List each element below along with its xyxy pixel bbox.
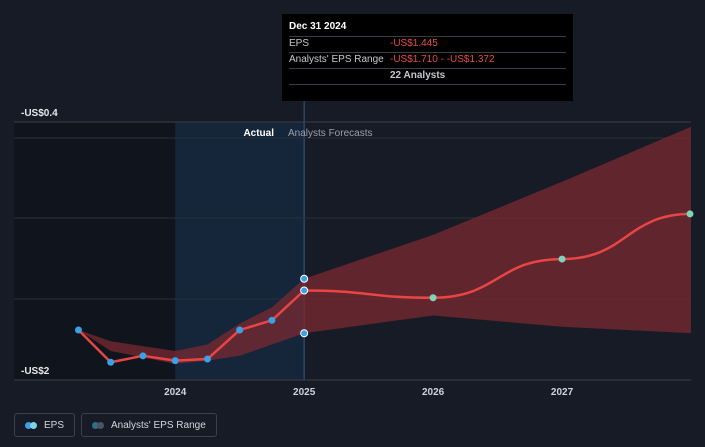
y-label-top: -US$0.4 (21, 108, 58, 119)
x-tick-label: 2027 (551, 387, 574, 398)
tooltip: Dec 31 2024 EPS -US$1.445 Analysts' EPS … (282, 14, 573, 101)
legend-eps-label: EPS (44, 419, 65, 431)
forecast-label: Analysts Forecasts (288, 128, 372, 139)
actual-label: Actual (243, 128, 274, 139)
eps-point (107, 358, 115, 366)
tooltip-analysts-row: 22 Analysts (289, 68, 566, 85)
legend-range-label: Analysts' EPS Range (111, 419, 206, 431)
eps-point (139, 352, 147, 360)
x-tick-label: 2024 (164, 387, 187, 398)
x-tick-label: 2025 (293, 387, 316, 398)
range-legend-icon (92, 421, 105, 429)
range-end-point (300, 329, 309, 338)
tooltip-analysts: 22 Analysts (390, 70, 446, 81)
legend-eps-button[interactable]: EPS (14, 413, 76, 437)
eps-range-band (78, 126, 691, 364)
eps-point (203, 355, 211, 363)
forecast-point (429, 294, 437, 302)
y-label-bottom: -US$2 (21, 366, 50, 377)
x-tick-label: 2026 (422, 387, 445, 398)
tooltip-range-row: Analysts' EPS Range -US$1.710 - -US$1.37… (289, 52, 566, 68)
legend-range-button[interactable]: Analysts' EPS Range (81, 413, 217, 437)
tooltip-range-label: Analysts' EPS Range (289, 54, 384, 65)
forecast-point (686, 210, 694, 218)
eps-line-forecast (304, 212, 692, 300)
tooltip-eps-row: EPS -US$1.445 (289, 36, 566, 52)
eps-point (74, 326, 82, 334)
forecast-point (558, 255, 566, 263)
eps-legend-icon (25, 421, 37, 429)
eps-line-actual (77, 289, 305, 364)
range-end-point (300, 274, 309, 283)
tooltip-date: Dec 31 2024 (289, 21, 347, 32)
tooltip-eps-value: -US$1.445 (390, 38, 438, 49)
eps-point (236, 326, 244, 334)
tooltip-range-value: -US$1.710 - -US$1.372 (390, 54, 495, 65)
eps-point (171, 357, 179, 365)
legend: EPS Analysts' EPS Range (14, 413, 217, 437)
eps-point (300, 286, 309, 295)
eps-point (268, 316, 276, 324)
tooltip-eps-label: EPS (289, 38, 310, 49)
